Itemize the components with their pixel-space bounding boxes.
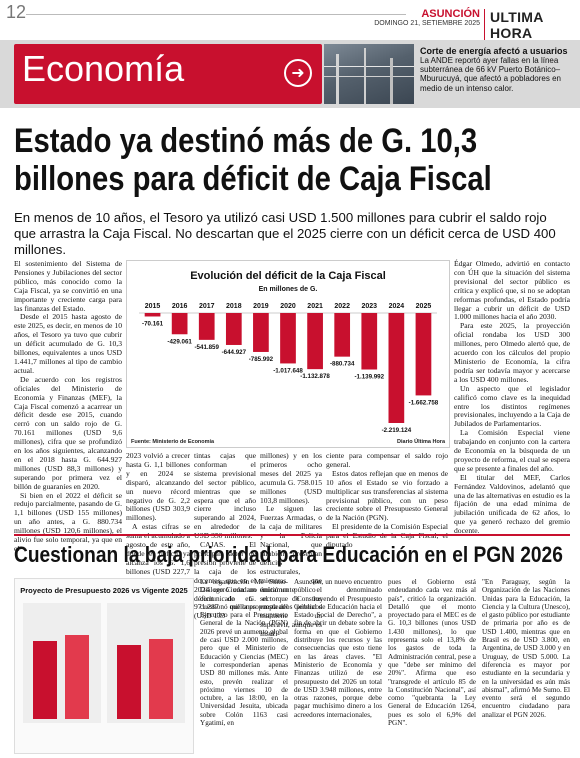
paragraph: La Comisión Especial viene trabajando en… bbox=[454, 428, 570, 473]
infographic-bar bbox=[149, 639, 173, 719]
chart-title: Evolución del déficit de la Caja Fiscal bbox=[190, 270, 386, 282]
paragraph: Un aspecto que el legislador calificó co… bbox=[454, 383, 570, 429]
chart-bar bbox=[253, 313, 269, 352]
chart-category-label: 2023 bbox=[361, 303, 377, 310]
chart-data-label: -785.992 bbox=[249, 356, 274, 363]
teaser-body: La ANDE reportó ayer fallas en la línea … bbox=[420, 56, 561, 93]
paragraph: Desde el 2015 hasta agosto de este 2025,… bbox=[14, 312, 122, 375]
issue-date: DOMINGO 21, SETIEMBRE 2025 bbox=[374, 20, 480, 27]
chart-data-label: -880.734 bbox=[330, 361, 355, 368]
paragraph: La organización Me Sumo-Diálogo Ciudadan… bbox=[200, 578, 288, 728]
page-number: 12 bbox=[6, 2, 27, 22]
second-column-1: La organización Me Sumo-Diálogo Ciudadan… bbox=[200, 578, 288, 727]
paragraph: CAJAS. El principal factor de presión pr… bbox=[194, 540, 256, 621]
chart-subtitle: En millones de G. bbox=[259, 286, 318, 293]
paragraph: Para este 2025, la proyección oficial ro… bbox=[454, 321, 570, 384]
chart-bar bbox=[225, 313, 242, 345]
paragraph: El sostenimiento del Sistema de Pensione… bbox=[14, 259, 122, 313]
chart-category-label: 2022 bbox=[334, 303, 350, 310]
paragraph: De acuerdo con los registros oficiales d… bbox=[14, 374, 122, 491]
infographic-bar bbox=[33, 641, 57, 719]
chart-data-label: -70.161 bbox=[142, 320, 164, 327]
chart-bar bbox=[280, 313, 296, 364]
teaser-title: Corte de energía afectó a usuarios bbox=[420, 46, 568, 56]
chart-bar bbox=[361, 313, 378, 370]
paragraph: "En Paraguay, según la Organización de l… bbox=[482, 578, 570, 719]
chart-category-label: 2016 bbox=[172, 303, 188, 310]
paragraph: 2023 volvió a crecer hasta G. 1,1 billon… bbox=[126, 451, 190, 523]
deficit-chart-svg: Evolución del déficit de la Caja Fiscal … bbox=[131, 270, 446, 445]
arrow-right-icon[interactable]: ➜ bbox=[284, 59, 312, 87]
chart-data-label: -1.139.992 bbox=[354, 374, 384, 381]
chart-data-label: -2.219.124 bbox=[382, 427, 412, 434]
second-column-2: Asunción, un nuevo encuentro público den… bbox=[294, 578, 382, 719]
chart-bar bbox=[144, 313, 161, 317]
second-column-3: pues el Gobierno está endeudando cada ve… bbox=[388, 578, 476, 727]
chart-bar bbox=[415, 313, 432, 396]
chart-category-label: 2017 bbox=[199, 303, 215, 310]
chart-source: Fuente: Ministerio de Economía bbox=[131, 439, 215, 445]
chart-category-label: 2024 bbox=[389, 303, 405, 310]
chart-data-label: -644.927 bbox=[222, 349, 247, 356]
chart-data-label: -541.859 bbox=[195, 344, 220, 351]
paragraph: Édgar Olmedo, advirtió en contacto con Ú… bbox=[454, 259, 570, 322]
page-header: 12 ASUNCIÓN DOMINGO 21, SETIEMBRE 2025 U… bbox=[0, 0, 580, 41]
chart-bar bbox=[307, 313, 323, 370]
budget-infographic: Proyecto de Presupuesto 2026 vs Vigente … bbox=[14, 578, 194, 754]
chart-bar bbox=[198, 313, 215, 340]
section-name: ULTIMA HORA bbox=[484, 9, 580, 41]
infographic-title: Proyecto de Presupuesto 2026 vs Vigente … bbox=[20, 586, 187, 595]
paragraph: Si bien en el 2022 el déficit se redujo … bbox=[14, 490, 122, 553]
infographic-bar bbox=[117, 645, 141, 719]
deficit-chart: Evolución del déficit de la Caja Fiscal … bbox=[126, 260, 450, 448]
paragraph: pues el Gobierno está endeudando cada ve… bbox=[388, 578, 476, 728]
second-headline: Cuestionan la baja prioridad para Educac… bbox=[14, 542, 563, 567]
article-column-1: El sostenimiento del Sistema de Pensione… bbox=[14, 259, 122, 554]
chart-category-label: 2021 bbox=[307, 303, 323, 310]
section-title: Economía bbox=[22, 48, 185, 89]
section-box bbox=[14, 44, 322, 104]
chart-data-label: -1.132.878 bbox=[300, 373, 330, 380]
chart-category-label: 2015 bbox=[145, 303, 161, 310]
paragraph: Asunción, un nuevo encuentro público den… bbox=[294, 578, 382, 719]
chart-category-label: 2025 bbox=[416, 303, 432, 310]
chart-credit: Diario Última Hora bbox=[397, 438, 446, 445]
paragraph: Estos datos reflejan que en menos de 10 … bbox=[326, 468, 448, 523]
chart-bar bbox=[171, 313, 188, 335]
article-headline: Estado ya destinó más de G. 10,3 billone… bbox=[14, 122, 492, 198]
brand-label: ASUNCIÓN bbox=[421, 8, 480, 20]
article-column-3: tintas cajas que conforman el sistema pr… bbox=[194, 451, 256, 621]
chart-category-label: 2020 bbox=[280, 303, 296, 310]
second-column-4: "En Paraguay, según la Organización de l… bbox=[482, 578, 570, 719]
paragraph: Le siguen las Fuerzas Armadas, o la caja… bbox=[260, 504, 322, 639]
paragraph: El titular del MEF, Carlos Fernández Val… bbox=[454, 472, 570, 536]
paragraph: millones) y en los primeros ocho meses d… bbox=[260, 451, 322, 505]
infographic-bar bbox=[65, 635, 89, 719]
chart-category-label: 2019 bbox=[253, 303, 269, 310]
article-column-6: Édgar Olmedo, advirtió en contacto con Ú… bbox=[454, 259, 570, 536]
article-column-4: millones) y en los primeros ocho meses d… bbox=[260, 451, 322, 639]
teaser-photo bbox=[324, 44, 414, 104]
section-divider bbox=[14, 534, 570, 536]
chart-data-label: -429.061 bbox=[167, 338, 192, 345]
chart-bar bbox=[334, 313, 351, 357]
paragraph: ciente para compensar el saldo rojo gene… bbox=[326, 451, 448, 469]
teaser: Corte de energía afectó a usuarios La AN… bbox=[420, 46, 576, 93]
chart-bar bbox=[388, 313, 405, 423]
chart-data-label: -1.017.648 bbox=[273, 367, 303, 374]
chart-data-label: -1.662.758 bbox=[409, 399, 439, 406]
chart-category-label: 2018 bbox=[226, 303, 242, 310]
budget-infographic-svg: Proyecto de Presupuesto 2026 vs Vigente … bbox=[20, 586, 188, 723]
paragraph: tintas cajas que conforman el sistema pr… bbox=[194, 451, 256, 541]
header-rule bbox=[26, 14, 406, 15]
article-deck: En menos de 10 años, el Tesoro ya utiliz… bbox=[14, 210, 556, 257]
